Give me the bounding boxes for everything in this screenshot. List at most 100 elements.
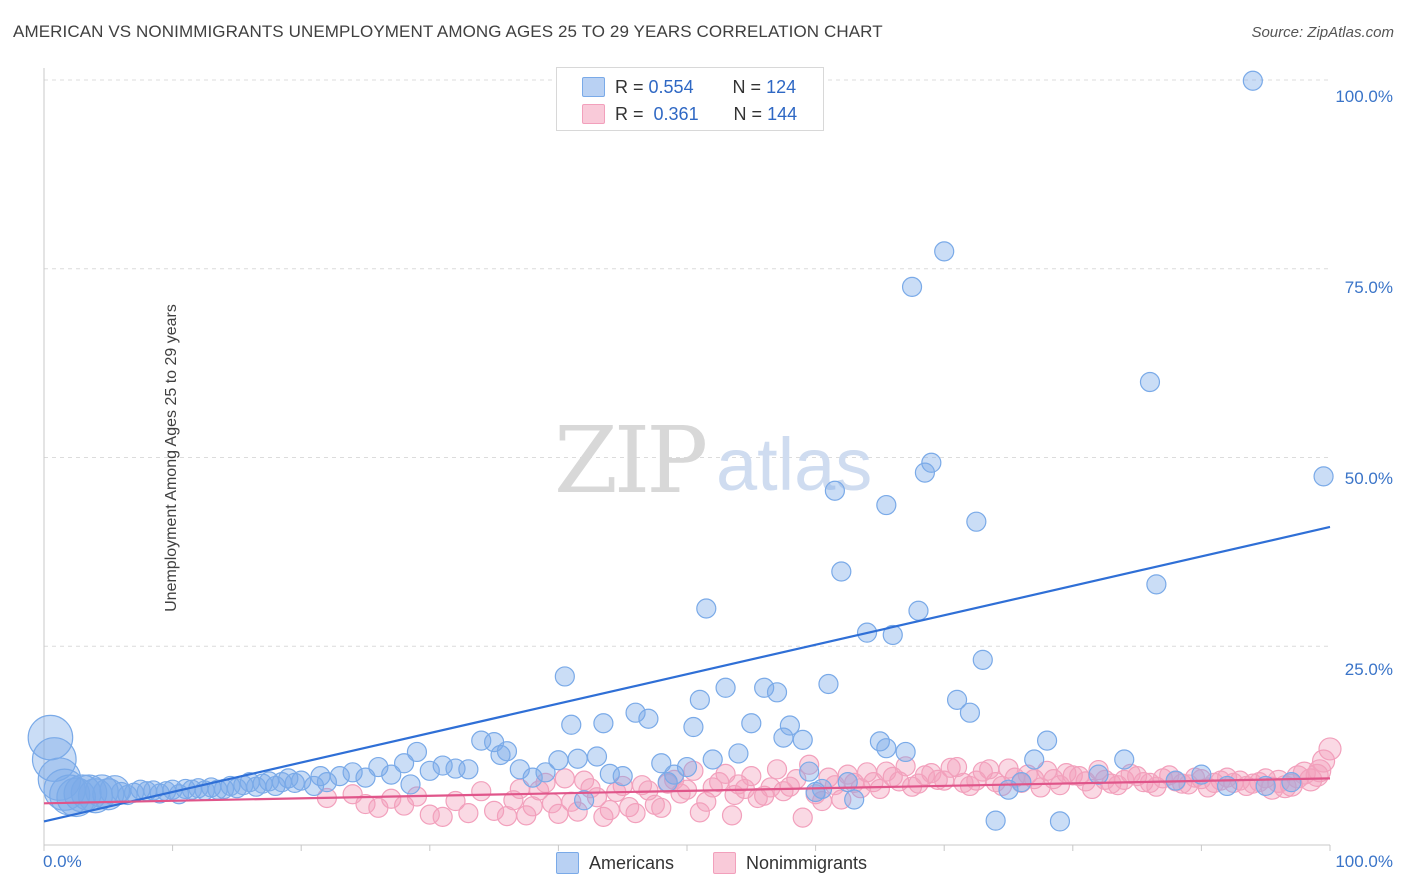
nonimmigrants-point: [696, 791, 717, 812]
americans-swatch-icon: [556, 852, 579, 874]
americans-point: [824, 480, 845, 501]
americans-point: [766, 682, 788, 703]
americans-point: [31, 737, 77, 782]
americans-point: [1191, 764, 1212, 785]
americans-point: [799, 761, 820, 782]
americans-point: [593, 713, 614, 734]
nonimmigrants-point: [644, 794, 665, 815]
americans-point: [561, 714, 582, 735]
americans-point: [554, 666, 575, 687]
legend-row-americans: R = 0.554 N = 124: [582, 76, 796, 98]
nonimmigrants-point: [1260, 776, 1284, 800]
nonimmigrants-point: [1088, 759, 1109, 781]
americans-point: [966, 511, 987, 532]
nonimmigrants-point: [381, 788, 402, 809]
x-tick-label: 100.0%: [1335, 852, 1393, 871]
nonimmigrants-point: [516, 805, 537, 826]
americans-point: [882, 624, 903, 646]
americans-point: [522, 767, 543, 788]
americans-point: [432, 755, 453, 776]
nonimmigrants-point: [567, 801, 588, 822]
nonimmigrants-point: [721, 805, 743, 826]
nonimmigrants-point: [355, 793, 376, 815]
watermark-atlas: atlas: [716, 423, 872, 506]
nonimmigrants-point: [1286, 765, 1310, 789]
y-tick-label: 75.0%: [1344, 278, 1393, 297]
americans-point: [1011, 772, 1032, 793]
americans-point: [1313, 466, 1334, 487]
americans-point: [651, 753, 672, 774]
americans-point: [1242, 70, 1263, 91]
americans-point: [831, 561, 852, 582]
legend-americans: Americans: [556, 852, 674, 874]
legend-n-value: 124: [766, 76, 797, 97]
nonimmigrants-point: [1030, 777, 1051, 798]
americans-point: [612, 766, 633, 787]
nonimmigrants-point: [484, 800, 505, 821]
americans-point: [381, 764, 402, 785]
americans-point: [400, 774, 421, 795]
americans-point: [664, 764, 685, 785]
legend-americans-label: Americans: [589, 852, 675, 873]
nonimmigrants-point: [1249, 772, 1270, 793]
y-tick-label: 25.0%: [1344, 660, 1393, 679]
americans-point: [548, 750, 569, 771]
americans-point: [316, 772, 338, 793]
nonimmigrants-point: [689, 802, 710, 823]
americans-point: [419, 760, 440, 781]
americans-point: [291, 770, 312, 791]
americans-point: [1139, 371, 1161, 393]
americans-point: [393, 753, 415, 774]
americans-point: [458, 759, 479, 780]
americans-point: [934, 241, 955, 262]
americans-point: [1146, 574, 1167, 595]
americans-point: [876, 494, 897, 516]
chart-title: AMERICAN VS NONIMMIGRANTS UNEMPLOYMENT A…: [13, 22, 883, 41]
nonimmigrants-point: [792, 807, 813, 828]
nonimmigrants-point: [593, 806, 614, 827]
nonimmigrants-swatch-icon: [713, 852, 736, 874]
americans-point: [676, 756, 698, 778]
americans-point: [342, 762, 363, 783]
nonimmigrants-point: [458, 803, 479, 824]
americans-point: [818, 673, 839, 695]
americans-point: [844, 789, 865, 810]
legend-n-value: 144: [767, 103, 798, 124]
nonimmigrants-point: [432, 806, 453, 827]
nonimmigrants-swatch-icon: [582, 104, 605, 124]
americans-point: [406, 741, 428, 763]
nonimmigrants-point: [471, 781, 492, 802]
legend-row-nonimmigrants: R = 0.361 N = 144: [582, 103, 797, 125]
legend-n-label: N =: [733, 103, 763, 124]
americans-point: [728, 743, 749, 764]
y-tick-label: 100.0%: [1335, 87, 1393, 106]
nonimmigrants-point: [799, 754, 820, 775]
nonimmigrants-point: [927, 769, 948, 790]
americans-point: [696, 598, 717, 619]
americans-point: [792, 729, 813, 750]
americans-point: [303, 775, 325, 797]
chart-source: Source: ZipAtlas.com: [1251, 24, 1394, 41]
americans-point: [702, 749, 723, 770]
americans-point: [972, 649, 993, 670]
watermark-zip: ZIP: [554, 407, 705, 514]
nonimmigrants-point: [625, 803, 646, 824]
americans-point: [329, 766, 350, 787]
americans-point: [1036, 730, 1058, 751]
nonimmigrants-point: [709, 772, 730, 793]
americans-point: [914, 462, 936, 483]
americans-point: [1024, 749, 1045, 770]
americans-point: [1088, 764, 1109, 785]
nonimmigrants-point: [554, 768, 575, 789]
nonimmigrants-point: [895, 756, 916, 777]
correlation-legend: R = 0.554 N = 124 R = 0.361 N = 144: [556, 67, 824, 131]
americans-point: [1049, 811, 1071, 832]
americans-point: [683, 716, 704, 738]
americans-point: [37, 757, 82, 801]
y-axis-label: Unemployment Among Ages 25 to 29 years: [162, 304, 180, 612]
americans-point: [921, 452, 942, 473]
nonimmigrants-point: [503, 790, 524, 811]
nonimmigrants-point: [419, 804, 440, 825]
americans-point: [1255, 775, 1276, 797]
